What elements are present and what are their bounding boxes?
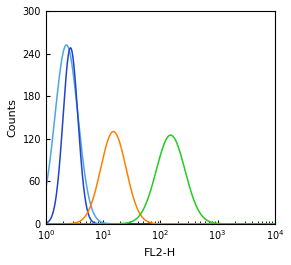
Y-axis label: Counts: Counts: [7, 98, 17, 137]
X-axis label: FL2-H: FL2-H: [144, 248, 176, 258]
